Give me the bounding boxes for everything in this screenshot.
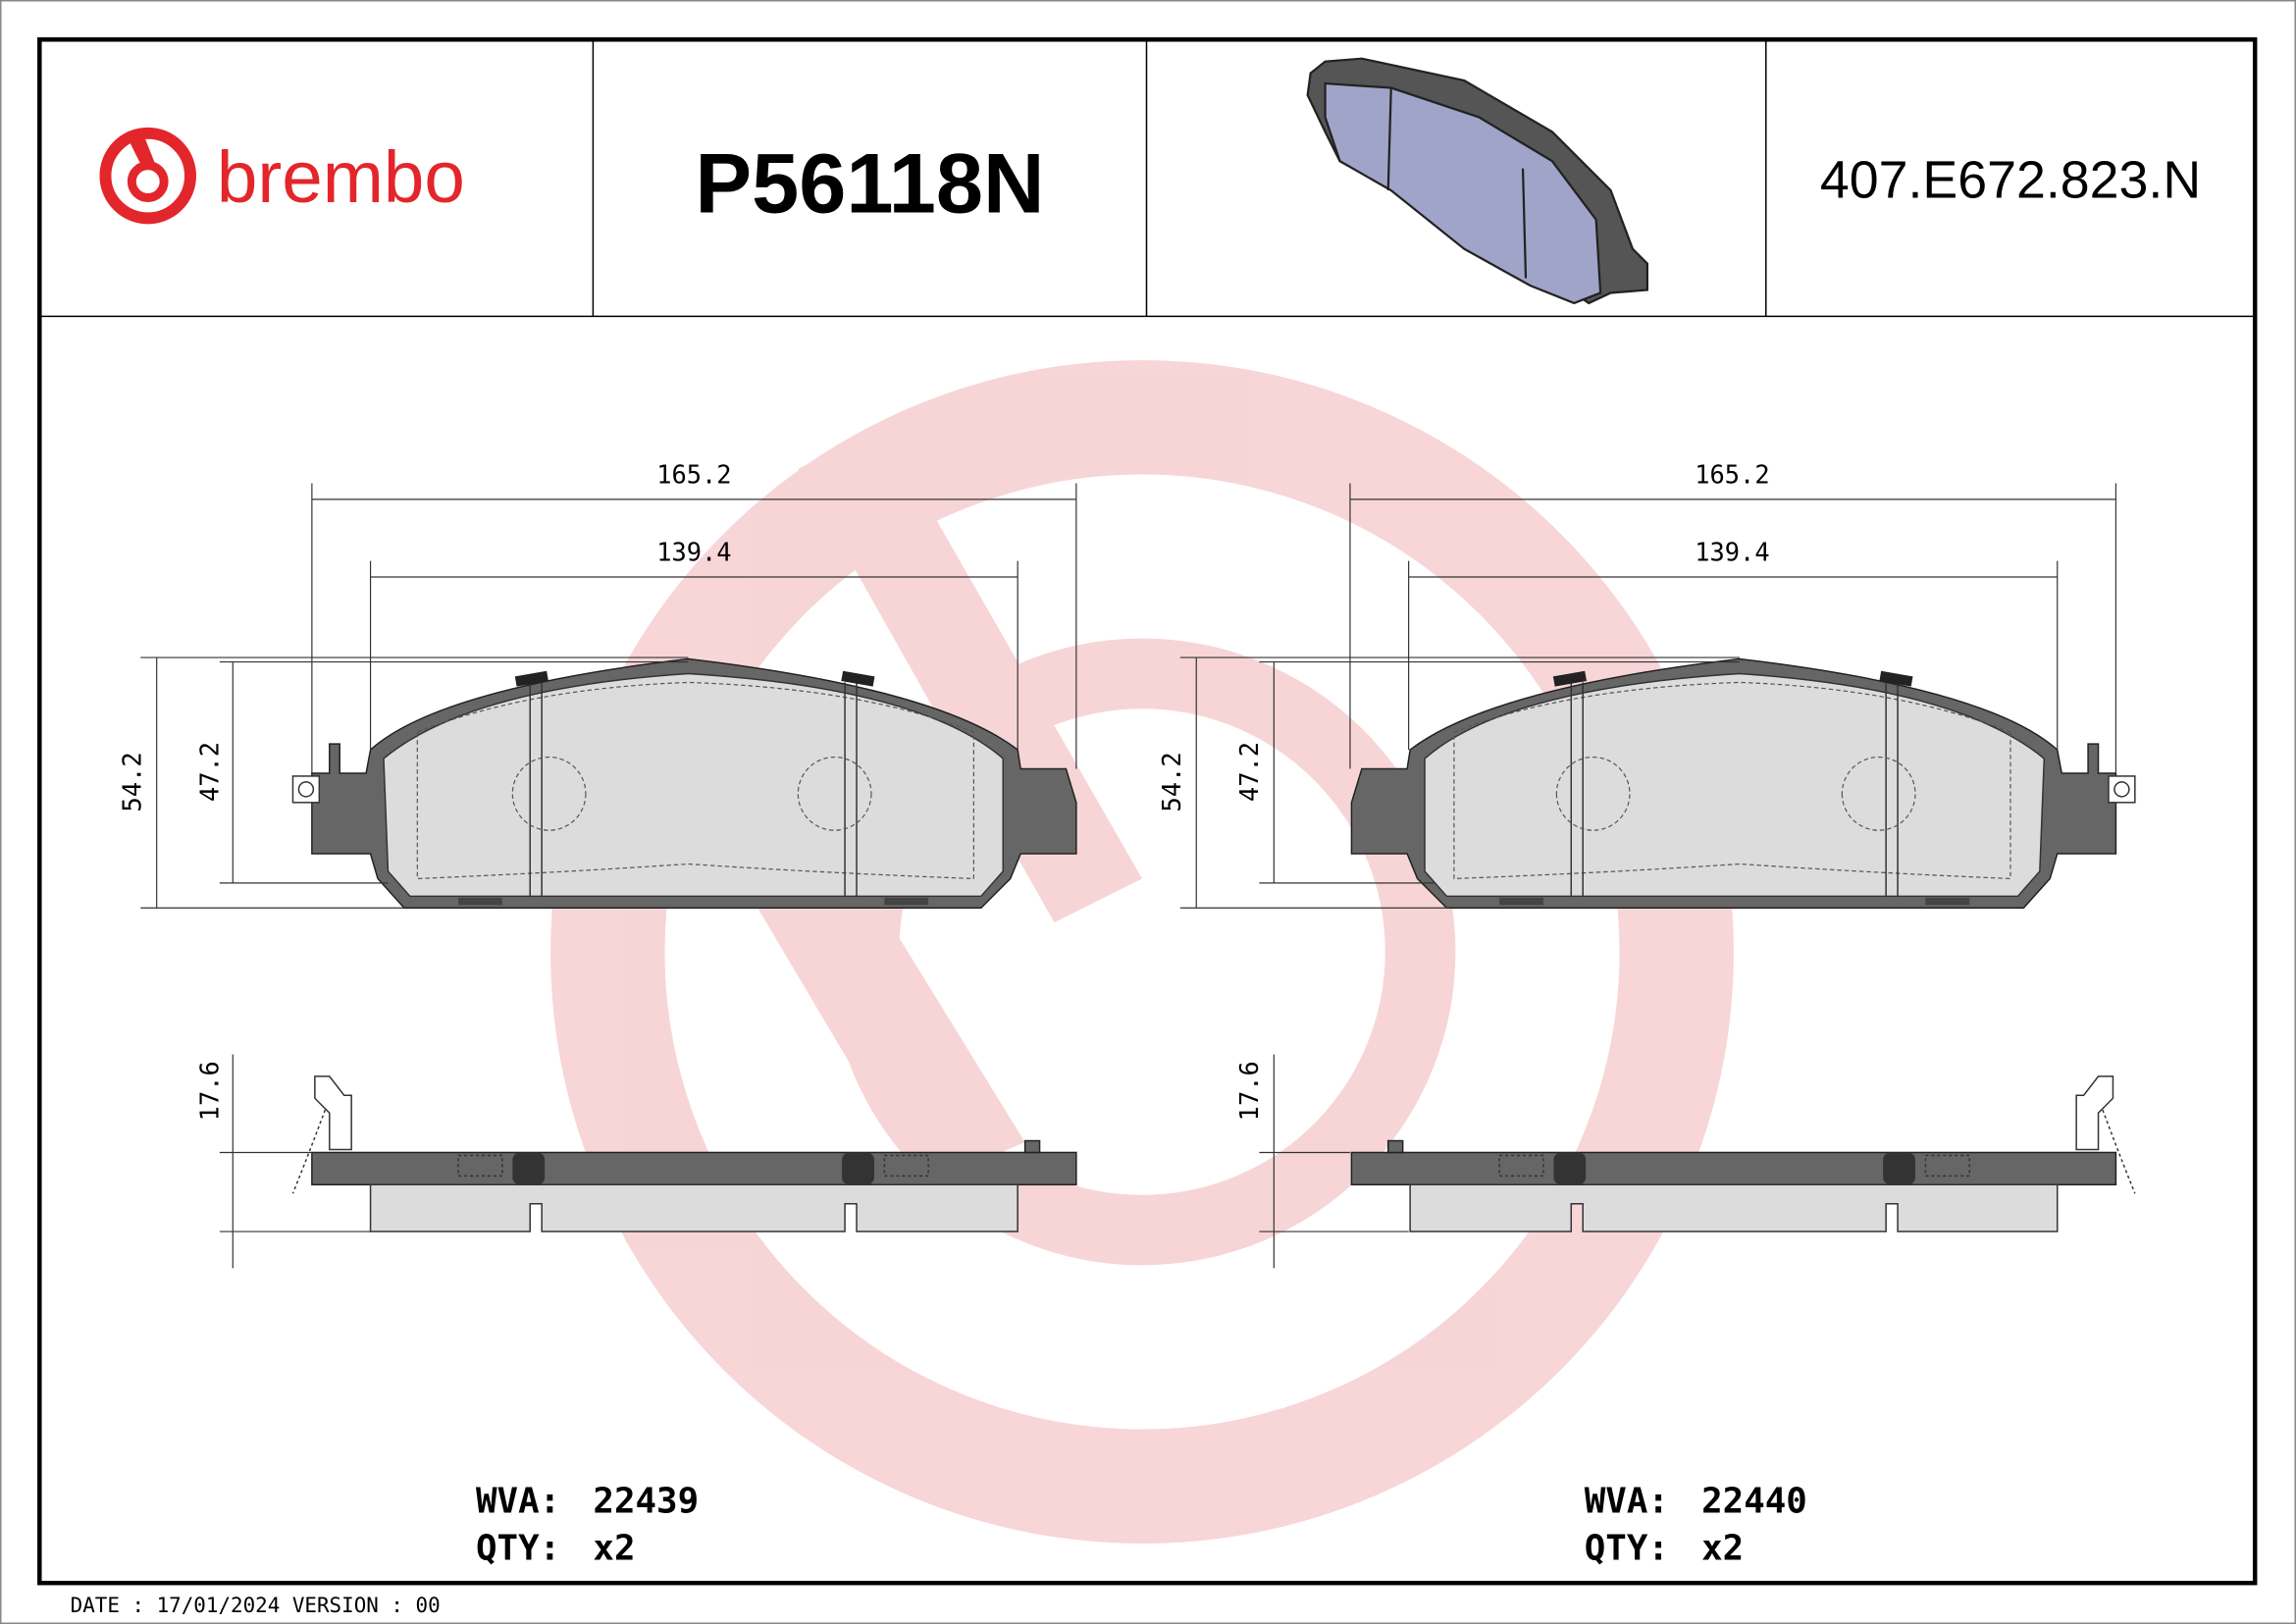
part-number: P56118N xyxy=(695,136,1044,231)
reference-code: 407.E672.823.N xyxy=(1820,150,2201,209)
left-wva-value: 22439 xyxy=(593,1482,699,1522)
pad-render-image xyxy=(1306,57,1649,305)
date-version: DATE : 17/01/2024 VERSION : 00 xyxy=(71,1594,441,1617)
right-qty-label: QTY: xyxy=(1585,1528,1669,1568)
right-dimensions xyxy=(1179,483,2117,1269)
right-height-inner: 47.2 xyxy=(1234,742,1264,802)
brembo-logo: brembo xyxy=(99,127,465,225)
left-width-overall: 165.2 xyxy=(656,459,731,489)
right-wva-label: WVA: xyxy=(1585,1482,1669,1522)
right-qty-value: x2 xyxy=(1701,1528,1744,1568)
left-qty-label: QTY: xyxy=(476,1528,560,1568)
left-width-inner: 139.4 xyxy=(656,538,731,567)
left-height-overall: 54.2 xyxy=(117,752,146,812)
right-thickness: 17.6 xyxy=(1234,1061,1264,1121)
right-width-overall: 165.2 xyxy=(1695,459,1769,489)
left-height-inner: 47.2 xyxy=(194,742,224,802)
left-thickness: 17.6 xyxy=(194,1061,224,1121)
left-dimensions xyxy=(140,483,1077,1269)
brand-name: brembo xyxy=(217,135,465,218)
left-wva-label: WVA: xyxy=(476,1482,560,1522)
right-height-overall: 54.2 xyxy=(1157,752,1186,812)
right-wva-value: 22440 xyxy=(1701,1482,1807,1522)
right-width-inner: 139.4 xyxy=(1695,538,1769,567)
left-qty-value: x2 xyxy=(593,1528,635,1568)
